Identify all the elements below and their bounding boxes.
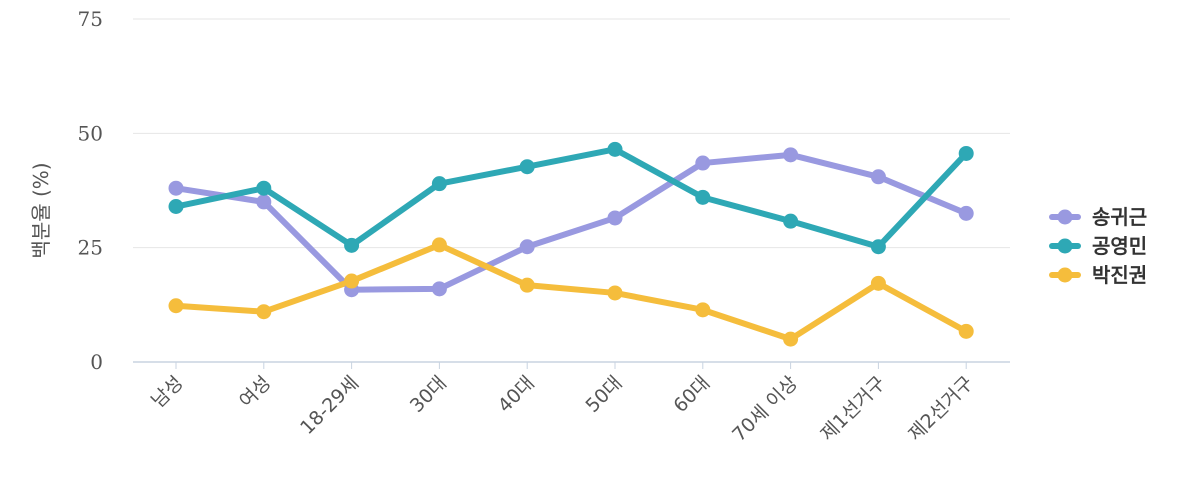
grid-layer xyxy=(133,18,1010,363)
series-line-0 xyxy=(173,151,970,293)
data-point[interactable] xyxy=(344,273,360,289)
data-point[interactable] xyxy=(431,281,447,297)
y-axis-title: 백분율 (%) xyxy=(29,162,53,258)
y-tick-label: 75 xyxy=(78,7,103,31)
y-tick-label: 0 xyxy=(90,350,103,374)
data-point[interactable] xyxy=(256,180,272,196)
data-point[interactable] xyxy=(344,237,360,253)
legend-swatch-marker xyxy=(1057,209,1073,225)
data-point[interactable] xyxy=(870,275,886,291)
data-point[interactable] xyxy=(783,331,799,347)
data-point[interactable] xyxy=(431,176,447,192)
data-point[interactable] xyxy=(958,205,974,221)
x-tick-label: 60대 xyxy=(669,372,714,417)
legend-swatch-marker xyxy=(1057,267,1073,283)
data-point[interactable] xyxy=(958,323,974,339)
data-point[interactable] xyxy=(256,194,272,210)
x-tick-label: 70세 이상 xyxy=(728,372,802,446)
series-line-2 xyxy=(173,241,970,343)
y-tick-label: 25 xyxy=(78,236,103,260)
data-point[interactable] xyxy=(695,155,711,171)
data-point[interactable] xyxy=(519,239,535,255)
series-line-1 xyxy=(173,146,970,250)
data-point[interactable] xyxy=(870,239,886,255)
y-tick-label: 50 xyxy=(78,121,103,145)
axis-layer: 0 25 50 75 남성 여성 18-29세 30대 40대 50대 60대 70세 이상 제1선거구… xyxy=(29,7,978,446)
legend-label: 공영민 xyxy=(1092,234,1147,258)
data-point[interactable] xyxy=(256,304,272,320)
data-point[interactable] xyxy=(958,145,974,161)
legend-item-0[interactable]: 송귀근 xyxy=(1049,205,1147,229)
x-tick-label: 30대 xyxy=(406,372,451,417)
x-tick-label: 제1선거구 xyxy=(816,372,890,446)
legend-label: 박진권 xyxy=(1092,263,1147,287)
data-point[interactable] xyxy=(695,302,711,318)
data-point[interactable] xyxy=(870,169,886,185)
data-point[interactable] xyxy=(168,298,184,314)
legend-label: 송귀근 xyxy=(1092,205,1147,229)
legend-swatch-marker xyxy=(1057,238,1073,254)
legend-item-1[interactable]: 공영민 xyxy=(1049,234,1147,258)
data-point[interactable] xyxy=(607,285,623,301)
data-point[interactable] xyxy=(519,159,535,175)
x-tick-label: 18-29세 xyxy=(296,372,363,439)
data-point[interactable] xyxy=(783,213,799,229)
data-point[interactable] xyxy=(607,210,623,226)
x-tick-label: 50대 xyxy=(582,372,627,417)
x-tick-label: 남성 xyxy=(147,372,187,412)
series-layer xyxy=(168,141,974,347)
x-tick-label: 여성 xyxy=(235,372,275,412)
x-tick-label: 40대 xyxy=(494,372,539,417)
data-point[interactable] xyxy=(168,199,184,215)
data-point[interactable] xyxy=(783,147,799,163)
x-tick-label: 제2선거구 xyxy=(904,372,978,446)
data-point[interactable] xyxy=(695,189,711,205)
legend-item-2[interactable]: 박진권 xyxy=(1049,263,1147,287)
data-point[interactable] xyxy=(431,237,447,253)
data-point[interactable] xyxy=(168,180,184,196)
data-point[interactable] xyxy=(519,277,535,293)
data-point[interactable] xyxy=(607,141,623,157)
